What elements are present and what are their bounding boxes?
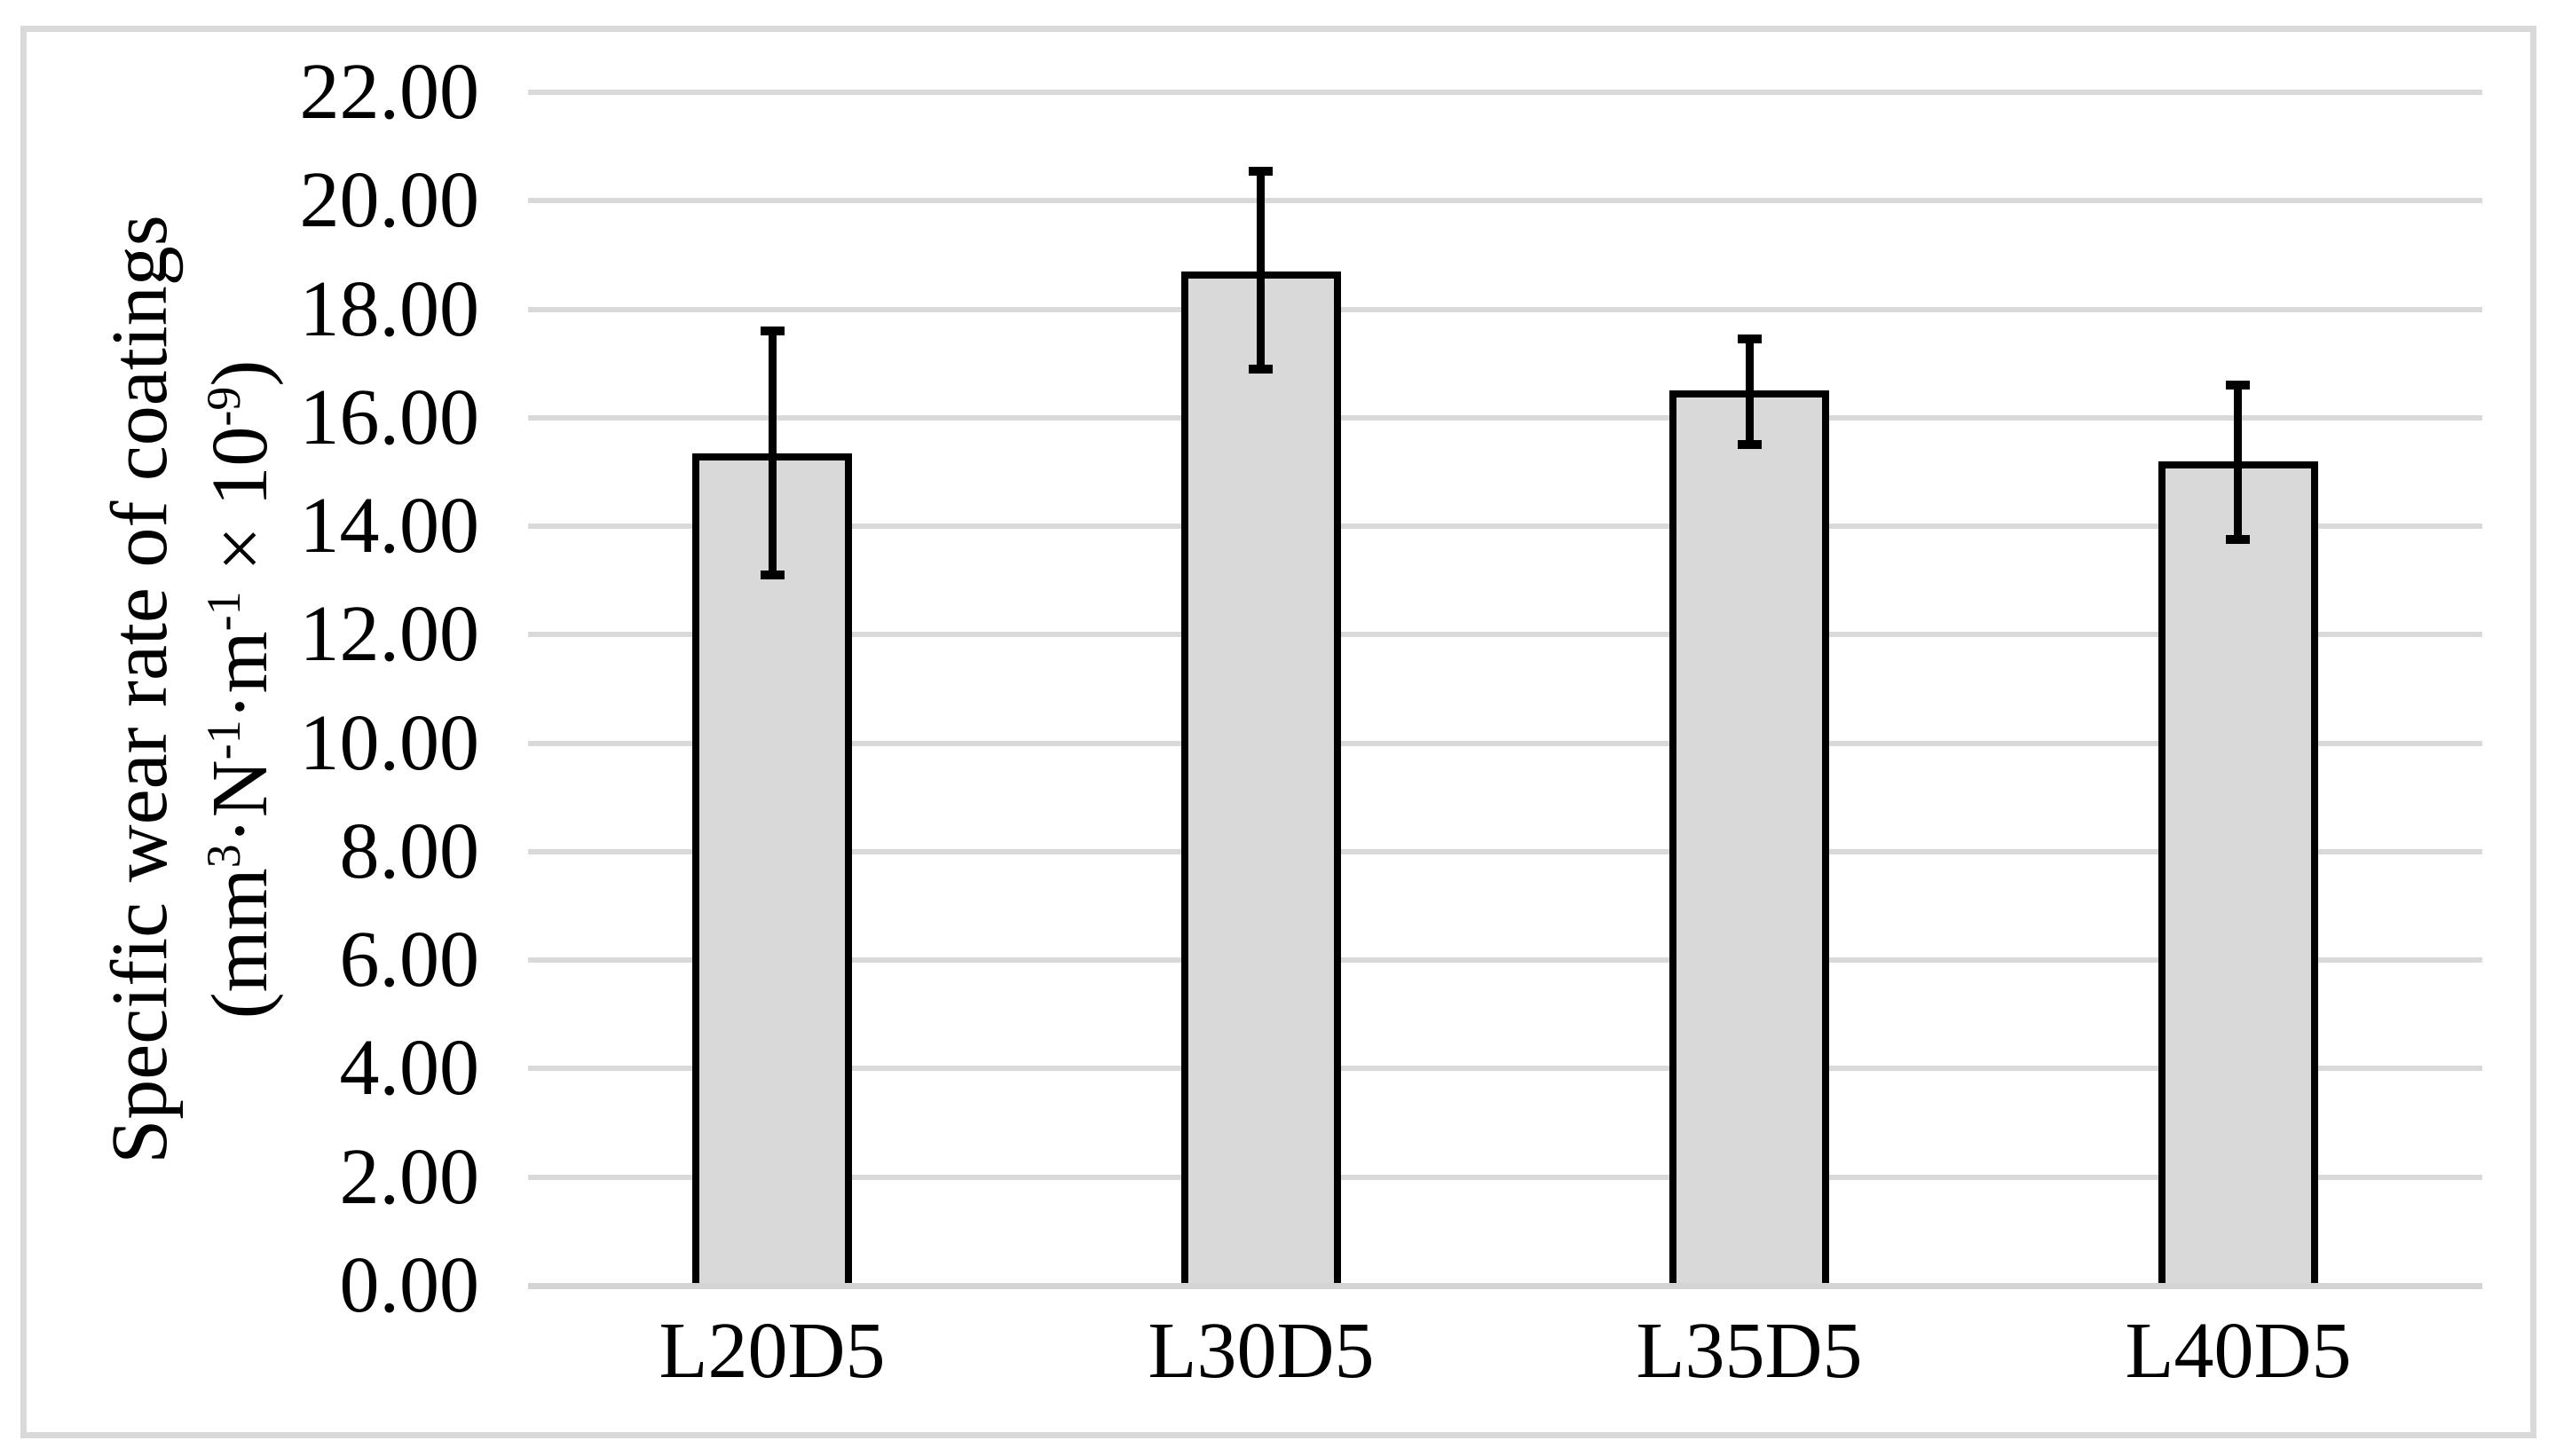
gridline-10.00 (528, 740, 2482, 746)
gridline-12.00 (528, 632, 2482, 638)
y-tick-label-20.00: 20.00 (299, 156, 480, 245)
gridline-8.00 (528, 848, 2482, 854)
bar-l40d5 (2158, 461, 2318, 1286)
y-tick-label-22.00: 22.00 (299, 48, 480, 136)
gridline-4.00 (528, 1066, 2482, 1072)
y-tick-label-10.00: 10.00 (299, 698, 480, 787)
figure-border (20, 26, 2536, 1438)
error-bar-l40d5 (2234, 385, 2242, 539)
error-bar-l20d5 (769, 331, 777, 575)
y-tick-label-2.00: 2.00 (339, 1132, 480, 1221)
bar-l35d5 (1669, 390, 1829, 1286)
error-cap-top-l35d5 (1738, 334, 1762, 343)
error-bar-l35d5 (1746, 339, 1754, 445)
y-axis-title-line1: Specific wear rate of coatings (96, 214, 184, 1164)
gridline-22.00 (528, 90, 2482, 95)
y-tick-label-4.00: 4.00 (339, 1024, 480, 1113)
x-axis-line (528, 1283, 2482, 1289)
y-tick-label-12.00: 12.00 (299, 590, 480, 679)
gridline-18.00 (528, 306, 2482, 312)
gridline-6.00 (528, 957, 2482, 964)
bar-l20d5 (692, 453, 852, 1286)
error-cap-bottom-l20d5 (761, 571, 785, 579)
error-cap-bottom-l35d5 (1738, 440, 1762, 449)
x-category-label-l40d5: L40D5 (2125, 1307, 2352, 1395)
y-tick-label-16.00: 16.00 (299, 373, 480, 461)
error-bar-l30d5 (1257, 171, 1265, 369)
error-cap-top-l30d5 (1249, 167, 1273, 176)
y-tick-label-18.00: 18.00 (299, 264, 480, 353)
y-tick-label-0.00: 0.00 (339, 1241, 480, 1329)
gridline-2.00 (528, 1174, 2482, 1180)
x-category-label-l30d5: L30D5 (1148, 1307, 1375, 1395)
gridline-14.00 (528, 523, 2482, 530)
gridline-20.00 (528, 198, 2482, 204)
plot-area (528, 90, 2482, 1289)
x-category-label-l35d5: L35D5 (1636, 1307, 1863, 1395)
error-cap-bottom-l40d5 (2226, 535, 2250, 544)
gridline-16.00 (528, 414, 2482, 421)
y-tick-label-8.00: 8.00 (339, 807, 480, 895)
y-tick-label-6.00: 6.00 (339, 916, 480, 1004)
error-cap-top-l40d5 (2226, 381, 2250, 390)
x-category-label-l20d5: L20D5 (659, 1307, 886, 1395)
bar-l30d5 (1181, 272, 1341, 1286)
error-cap-top-l20d5 (761, 327, 785, 335)
y-tick-label-14.00: 14.00 (299, 482, 480, 571)
error-cap-bottom-l30d5 (1249, 365, 1273, 374)
